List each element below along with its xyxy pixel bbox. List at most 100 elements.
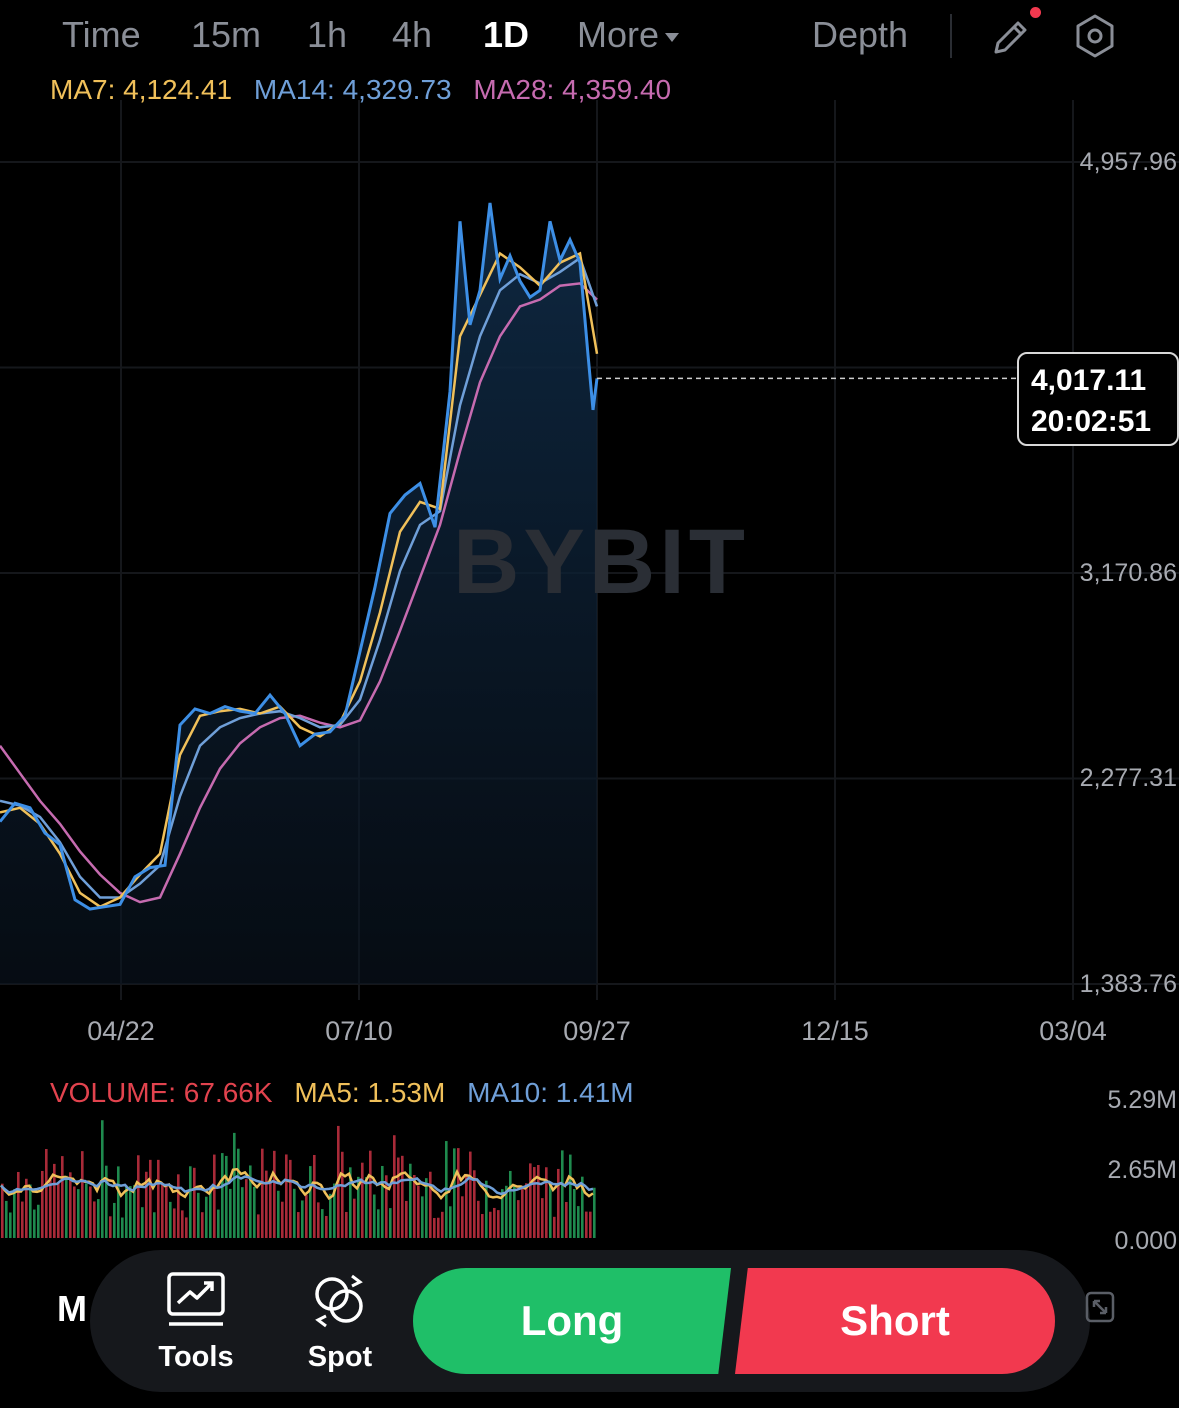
volume-bar [105,1165,108,1238]
volume-bar [233,1132,236,1238]
volume-bar [465,1173,468,1238]
volume-bar [369,1150,372,1238]
volume-bar [589,1211,592,1238]
volume-bar [17,1171,20,1238]
volume-bar [165,1183,168,1238]
volume-bar [57,1182,60,1238]
tab-more-label: More [577,14,660,55]
volume-bar [133,1185,136,1238]
volume-bar [593,1187,596,1238]
volume-bar [209,1187,212,1238]
volume-bar [201,1212,204,1238]
tools-button[interactable]: Tools [146,1270,246,1374]
volume-tick: 5.29M [1107,1086,1177,1114]
long-button[interactable]: Long [413,1268,731,1374]
volume-bar [409,1163,412,1238]
volume-bar [341,1151,344,1238]
volume-bar [365,1177,368,1238]
volume-bar [81,1151,84,1238]
volume-bar [85,1183,88,1238]
spot-button[interactable]: Spot [290,1270,390,1374]
volume-bar [537,1165,540,1238]
pencil-icon[interactable] [988,12,1036,60]
volume-bar [181,1210,184,1238]
volume-bar [269,1181,272,1238]
volume-bar [13,1189,16,1238]
volume-bar [525,1183,528,1238]
settings-hexagon-icon[interactable] [1071,12,1119,60]
volume-bar [505,1185,508,1238]
volume-bar [257,1214,260,1238]
volume-bar [265,1170,268,1238]
ma28-value: MA28: 4,359.40 [473,74,672,105]
volume-bar [569,1154,572,1238]
volume-bar [385,1175,388,1238]
volume-bar [481,1214,484,1238]
volume-bar [25,1178,28,1238]
volume-legend: VOLUME: 67.66K MA5: 1.53M MA10: 1.41M [50,1077,648,1109]
volume-bar [245,1179,248,1238]
volume-bar [129,1186,132,1238]
mode-label[interactable]: M [57,1288,87,1329]
volume-bar [5,1200,8,1238]
volume-bar [41,1170,44,1238]
tab-15m[interactable]: 15m [191,14,262,55]
volume-bar [305,1194,308,1238]
price-chart[interactable] [0,100,1179,1000]
volume-bar [261,1148,264,1238]
volume-bar [345,1211,348,1238]
volume-bar [581,1176,584,1238]
volume-bar [225,1155,228,1238]
tab-depth[interactable]: Depth [812,14,909,55]
volume-bar [277,1190,280,1238]
volume-bar [521,1185,524,1238]
volume-bar [45,1149,48,1238]
volume-bar [241,1187,244,1238]
chart-trend-icon [167,1272,225,1326]
volume-bar [421,1196,424,1238]
volume-bar [565,1201,568,1238]
volume-bar [317,1202,320,1238]
volume-bar [461,1196,464,1238]
volume-bar [9,1212,12,1238]
expand-icon[interactable] [1084,1290,1116,1324]
volume-bar [477,1200,480,1238]
volume-bar [65,1175,68,1238]
volume-value: VOLUME: 67.66K [50,1077,273,1108]
volume-bar [113,1202,116,1238]
tab-time[interactable]: Time [62,14,141,55]
tab-4h[interactable]: 4h [392,14,433,55]
volume-bar [469,1151,472,1238]
tab-1d[interactable]: 1D [483,14,530,55]
volume-bar [281,1201,284,1238]
volume-bar [193,1167,196,1238]
tabs-divider [950,14,952,58]
volume-bar [37,1204,40,1238]
timeframe-tabs: Time 15m 1h 4h 1D More Depth [0,0,1179,72]
volume-bar [249,1165,252,1238]
volume-bar [205,1196,208,1238]
volume-bar [425,1178,428,1238]
volume-bar [1,1183,4,1238]
short-button[interactable]: Short [735,1268,1055,1374]
volume-bar [53,1163,56,1238]
volume-bar [229,1188,232,1238]
tools-label: Tools [158,1341,234,1373]
volume-bar [329,1193,332,1238]
volume-bar [221,1153,224,1238]
volume-tick: 0.000 [1114,1227,1177,1255]
tab-1h[interactable]: 1h [307,14,348,55]
volume-ma5-value: MA5: 1.53M [294,1077,446,1108]
volume-bar [513,1185,516,1238]
volume-bar [109,1216,112,1238]
volume-bar [325,1215,328,1238]
last-price-tag: 4,017.11 20:02:51 [1017,352,1179,446]
volume-chart [0,1120,596,1238]
volume-bar [433,1217,436,1238]
volume-bar [285,1154,288,1238]
volume-bar [97,1199,100,1238]
tab-more[interactable]: More [577,14,680,56]
volume-bar [377,1209,380,1238]
volume-bar [145,1171,148,1238]
volume-bar [441,1211,444,1238]
